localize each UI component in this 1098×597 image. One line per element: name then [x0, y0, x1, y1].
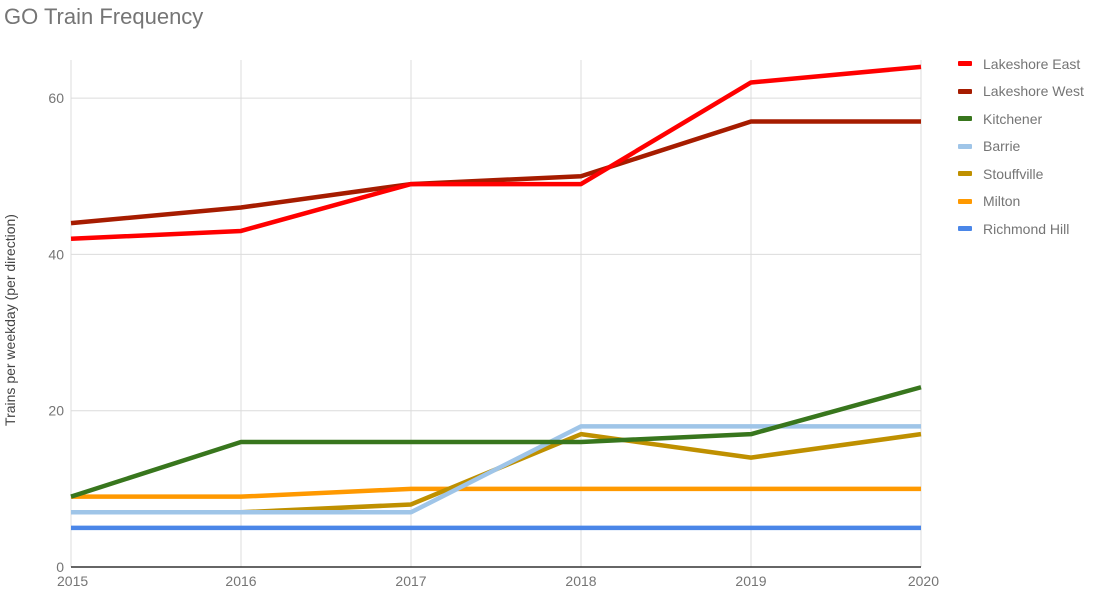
- legend: Lakeshore East Lakeshore West Kitchener Bar…: [958, 50, 1084, 243]
- chart-title: GO Train Frequency: [4, 4, 204, 29]
- legend-label: Milton: [983, 193, 1021, 210]
- legend-item-lakeshore-west[interactable]: Lakeshore West: [958, 78, 1084, 106]
- legend-label: Richmond Hill: [983, 220, 1070, 237]
- y-tick-label: 20: [48, 403, 64, 419]
- y-axis-label: Trains per weekday (per direction): [2, 214, 18, 426]
- legend-swatch-icon: [958, 61, 972, 67]
- x-tick-label: 2020: [908, 573, 939, 589]
- legend-label: Lakeshore East: [983, 55, 1081, 72]
- legend-swatch-icon: [958, 116, 972, 122]
- legend-label: Lakeshore West: [983, 83, 1084, 100]
- series-line-lakeshore-west: [70, 119, 921, 226]
- legend-swatch-icon: [958, 171, 972, 177]
- series-line-lakeshore-east: [70, 64, 922, 242]
- legend-swatch-icon: [958, 88, 972, 94]
- x-tick-label: 2018: [565, 573, 596, 589]
- legend-label: Barrie: [983, 138, 1021, 155]
- x-tick-label: 2016: [225, 573, 256, 589]
- legend-item-richmond-hill[interactable]: Richmond Hill: [958, 215, 1084, 243]
- legend-item-barrie[interactable]: Barrie: [958, 133, 1084, 161]
- legend-label: Stouffville: [983, 165, 1044, 182]
- legend-swatch-icon: [958, 143, 972, 149]
- legend-item-stouffville[interactable]: Stouffville: [958, 160, 1084, 188]
- series-line-milton: [71, 486, 921, 499]
- legend-item-lakeshore-east[interactable]: Lakeshore East: [958, 50, 1084, 78]
- legend-swatch-icon: [958, 198, 972, 204]
- legend-item-kitchener[interactable]: Kitchener: [958, 105, 1084, 133]
- series-line-barrie: [71, 424, 921, 515]
- legend-item-milton[interactable]: Milton: [958, 188, 1084, 216]
- x-tick-label: 2015: [57, 573, 88, 589]
- y-tick-label: 0: [56, 559, 64, 575]
- x-tick-label: 2019: [735, 573, 766, 589]
- y-tick-label: 40: [48, 246, 64, 262]
- series-line-kitchener: [70, 385, 922, 499]
- y-tick-label: 60: [48, 90, 64, 106]
- x-tick-label: 2017: [395, 573, 426, 589]
- legend-swatch-icon: [958, 226, 972, 232]
- series-line-stouffville: [71, 431, 922, 515]
- legend-label: Kitchener: [983, 110, 1043, 127]
